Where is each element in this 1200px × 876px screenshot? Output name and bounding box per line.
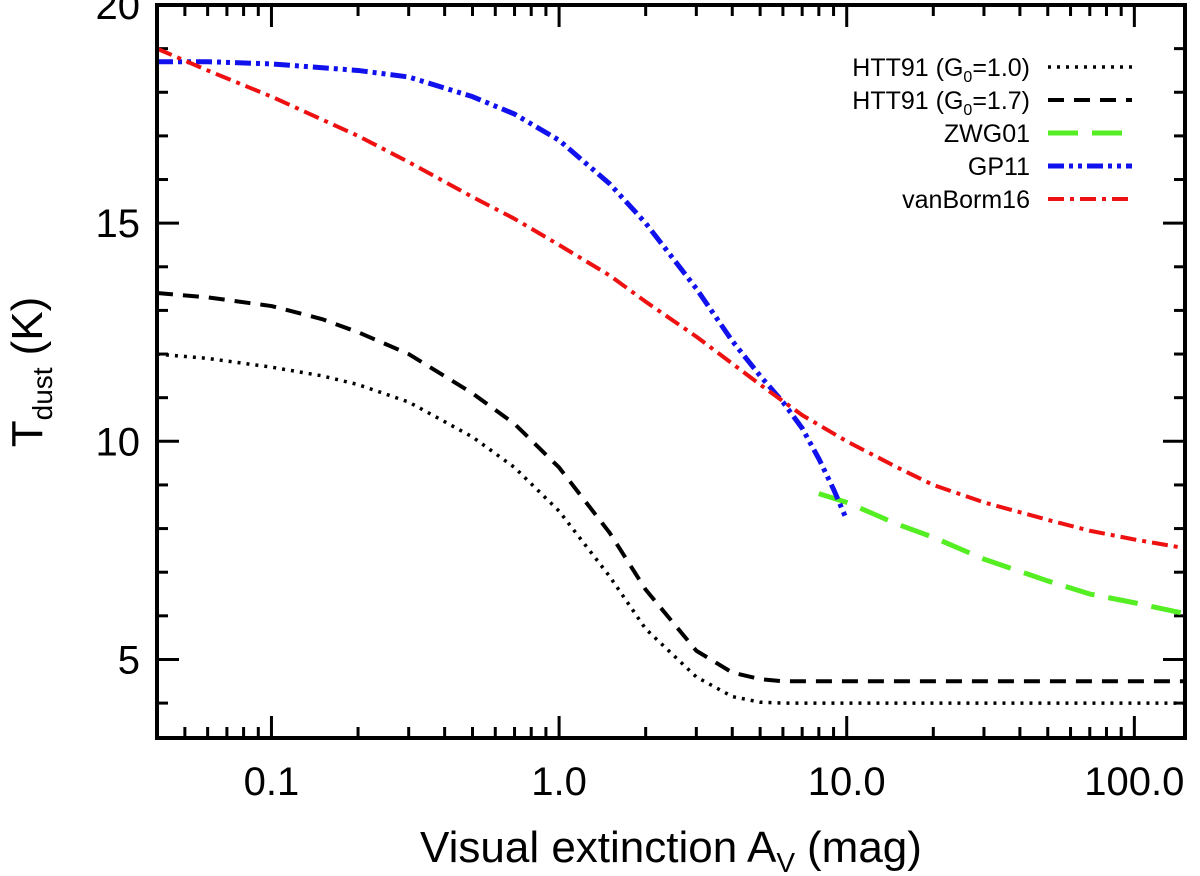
legend-label: HTT91 (G0=1.7)	[852, 87, 1030, 119]
legend: HTT91 (G0=1.0)HTT91 (G0=1.7)ZWG01 GP11 van…	[852, 54, 1132, 214]
x-axis-title: Visual extinction AV (mag)	[420, 823, 922, 876]
series-line-vanborm16	[156, 46, 1186, 551]
y-tick-label: 10	[96, 420, 141, 464]
x-tick-label: 0.1	[244, 760, 300, 804]
plot-series	[156, 46, 1186, 705]
y-tick-label: 20	[96, 0, 141, 28]
series-line-htt91-g0-1-0	[156, 352, 1185, 705]
x-tick-label: 1.0	[531, 760, 587, 804]
legend-label: GP11	[968, 153, 1030, 181]
legend-label: ZWG01	[944, 120, 1030, 148]
series-line-zwg01	[818, 491, 1186, 617]
y-tick-label: 5	[118, 638, 140, 682]
series-line-gp11	[157, 59, 850, 521]
tick-labels: 0.1 1.0 10.0 100.0 5 10 15 20	[96, 0, 1185, 804]
x-tick-label: 100.0	[1084, 760, 1184, 804]
plot-frame	[155, 3, 1187, 740]
y-tick-label: 15	[96, 202, 141, 246]
legend-label: HTT91 (G0=1.0)	[852, 54, 1030, 86]
y-axis-title: Tdust(K)	[3, 297, 58, 447]
x-tick-label: 10.0	[808, 760, 886, 804]
series-line-htt91-g0-1-7	[156, 290, 1185, 684]
legend-label: vanBorm16	[902, 186, 1030, 214]
